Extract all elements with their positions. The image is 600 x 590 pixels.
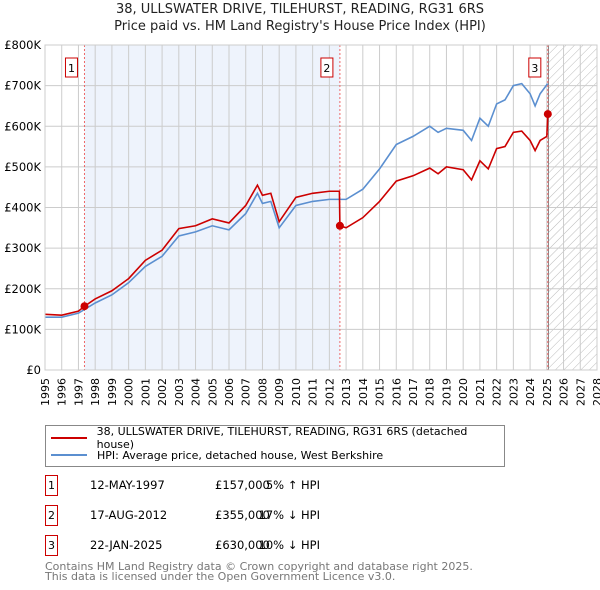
transaction-hpi-diff: 17% ↓ HPI xyxy=(258,508,320,522)
footer: Contains HM Land Registry data © Crown c… xyxy=(45,560,473,583)
x-tick-label: 2005 xyxy=(206,378,219,406)
x-tick-label: 1998 xyxy=(89,378,102,406)
x-tick-label: 2019 xyxy=(440,378,453,406)
x-tick-label: 2004 xyxy=(190,378,203,406)
x-tick-label: 2007 xyxy=(240,378,253,406)
x-tick-label: 2003 xyxy=(173,378,186,406)
x-tick-label: 2009 xyxy=(273,378,286,406)
sale-point xyxy=(543,110,552,119)
price-chart: 1995 1996 1997 1998 1999 2000 2001 2002 2003 2004… xyxy=(4,38,600,406)
x-tick-label: 2000 xyxy=(123,378,136,406)
sale-label: 1 xyxy=(68,62,75,75)
transaction-date: 22-JAN-2025 xyxy=(90,538,163,552)
transaction-number: 1 xyxy=(45,475,58,496)
transaction-price: £630,000 xyxy=(215,538,270,552)
plot-frame xyxy=(44,44,598,371)
x-tick-label: 2015 xyxy=(374,378,387,406)
y-tick-label: £200K xyxy=(4,282,41,296)
y-tick-label: £400K xyxy=(4,201,41,215)
transaction-row: 2 17-AUG-2012 £355,000 17% ↓ HPI xyxy=(45,505,445,526)
x-tick-label: 2023 xyxy=(507,378,520,406)
transaction-date: 17-AUG-2012 xyxy=(90,508,168,522)
sale-point xyxy=(335,221,344,230)
y-tick-label: £100K xyxy=(4,322,41,336)
sale-label: 3 xyxy=(531,62,538,75)
property-price-line xyxy=(44,114,549,316)
x-tick-label: 1995 xyxy=(39,378,52,406)
sale-point xyxy=(80,302,89,311)
chart-subtitle: Price paid vs. HM Land Registry's House … xyxy=(114,19,486,34)
y-tick-label: £300K xyxy=(4,241,41,255)
y-tick-label: £0 xyxy=(26,363,41,377)
sale-label-box xyxy=(320,57,334,78)
x-tick-label: 1999 xyxy=(106,378,119,406)
x-tick-label: 2022 xyxy=(491,378,504,406)
x-tick-label: 2026 xyxy=(558,378,571,406)
x-tick-label: 2011 xyxy=(307,378,320,406)
transaction-price: £355,000 xyxy=(215,508,270,522)
x-tick-label: 2012 xyxy=(323,378,336,406)
x-tick-label: 1997 xyxy=(72,378,85,406)
x-tick-label: 2010 xyxy=(290,378,303,406)
transaction-row: 3 22-JAN-2025 £630,000 10% ↓ HPI xyxy=(45,535,445,556)
x-tick-label: 2006 xyxy=(223,378,236,406)
y-tick-label: £700K xyxy=(4,79,41,93)
x-tick-label: 2018 xyxy=(424,378,437,406)
transaction-number: 3 xyxy=(45,535,58,556)
y-tick-label: £600K xyxy=(4,119,41,133)
x-tick-label: 2028 xyxy=(591,378,600,406)
x-tick-label: 2017 xyxy=(407,378,420,406)
x-tick-label: 2013 xyxy=(340,378,353,406)
legend: 38, ULLSWATER DRIVE, TILEHURST, READING,… xyxy=(45,425,505,467)
transaction-date: 12-MAY-1997 xyxy=(90,478,165,492)
transaction-price: £157,000 xyxy=(215,478,270,492)
x-tick-label: 2021 xyxy=(474,378,487,406)
x-tick-label: 2008 xyxy=(256,378,269,406)
x-tick-label: 2001 xyxy=(139,378,152,406)
x-tick-label: 2025 xyxy=(541,378,554,406)
x-tick-label: 2024 xyxy=(524,378,537,406)
chart-title: 38, ULLSWATER DRIVE, TILEHURST, READING,… xyxy=(115,2,485,17)
y-tick-label: £800K xyxy=(4,38,41,52)
sale-label-box xyxy=(528,57,542,78)
transaction-row: 1 12-MAY-1997 £157,000 5% ↑ HPI xyxy=(45,475,445,496)
x-tick-label: 2020 xyxy=(457,378,470,406)
transaction-number: 2 xyxy=(45,505,58,526)
legend-swatch-blue xyxy=(51,454,87,456)
legend-item-hpi: HPI: Average price, detached house, West… xyxy=(46,447,383,463)
sale-label-box xyxy=(64,57,78,78)
y-tick-label: £500K xyxy=(4,160,41,174)
transaction-hpi-diff: 5% ↑ HPI xyxy=(265,478,320,492)
transaction-hpi-diff: 10% ↓ HPI xyxy=(258,538,320,552)
x-tick-label: 2016 xyxy=(390,378,403,406)
legend-item-property: 38, ULLSWATER DRIVE, TILEHURST, READING,… xyxy=(46,425,504,451)
x-tick-label: 2027 xyxy=(574,378,587,406)
legend-swatch-red xyxy=(51,437,87,439)
x-tick-label: 2002 xyxy=(156,378,169,406)
x-tick-label: 1996 xyxy=(56,378,69,406)
x-tick-label: 2014 xyxy=(357,378,370,406)
sale-label: 2 xyxy=(323,62,330,75)
